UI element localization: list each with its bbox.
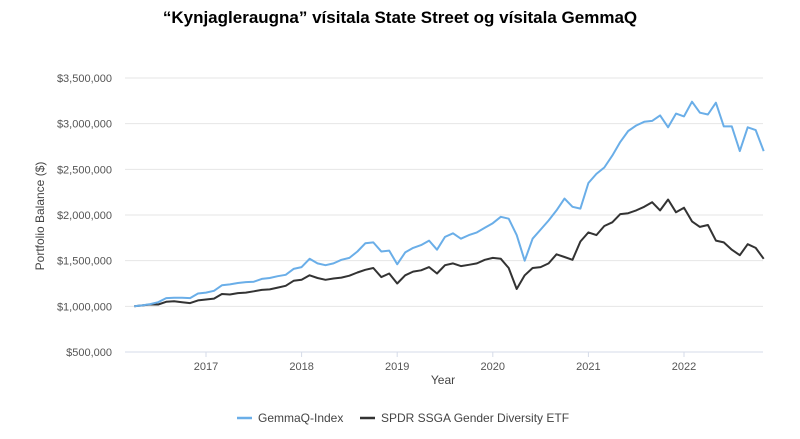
x-axis-label: Year [431, 373, 455, 387]
x-tick-label: 2021 [576, 361, 600, 373]
grid-lines [125, 77, 763, 353]
series-lines [134, 100, 765, 308]
y-tick-label: $3,500,000 [57, 73, 112, 85]
y-tick-label: $1,000,000 [57, 301, 112, 313]
legend: GemmaQ-Index SPDR SSGA Gender Diversity … [237, 411, 569, 425]
y-axis-ticks: $500,000 $1,000,000 $1,500,000 $2,000,000 $2… [57, 73, 112, 359]
y-axis-label: Portfolio Balance ($) [33, 162, 47, 271]
y-tick-label: $2,000,000 [57, 210, 112, 222]
series-line-gemmaq [134, 100, 765, 308]
x-tick-label: 2022 [672, 361, 696, 373]
x-tick-label: 2017 [194, 361, 218, 373]
series-line-spdr [134, 198, 765, 308]
legend-label-gemmaq[interactable]: GemmaQ-Index [258, 411, 343, 425]
x-tick-label: 2019 [385, 361, 409, 373]
chart-title: “Kynjagleraugna” vísitala State Street o… [162, 8, 638, 27]
y-tick-label: $500,000 [66, 347, 112, 359]
y-tick-label: $2,500,000 [57, 164, 112, 176]
legend-label-spdr[interactable]: SPDR SSGA Gender Diversity ETF [381, 411, 569, 425]
x-tick-label: 2018 [289, 361, 313, 373]
x-axis-ticks: 2017 2018 2019 2020 2021 2022 [194, 352, 696, 373]
y-tick-label: $3,000,000 [57, 119, 112, 131]
x-tick-label: 2020 [481, 361, 505, 373]
y-tick-label: $1,500,000 [57, 256, 112, 268]
